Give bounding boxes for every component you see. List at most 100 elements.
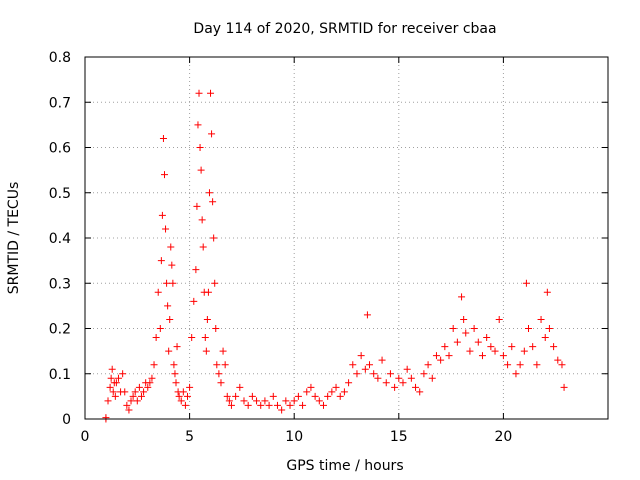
data-point bbox=[449, 325, 457, 332]
data-point bbox=[244, 401, 252, 409]
data-point bbox=[129, 392, 137, 400]
data-point bbox=[195, 89, 203, 97]
data-point bbox=[140, 388, 148, 396]
grid bbox=[85, 57, 608, 419]
data-points bbox=[102, 89, 568, 423]
data-point bbox=[332, 383, 340, 391]
data-point bbox=[165, 347, 173, 355]
data-point bbox=[212, 325, 220, 332]
y-tick-label: 0.7 bbox=[49, 95, 71, 111]
data-point bbox=[164, 302, 172, 310]
data-point bbox=[177, 397, 185, 405]
data-point bbox=[157, 257, 165, 265]
data-point bbox=[219, 347, 227, 355]
data-point bbox=[227, 401, 235, 409]
data-point bbox=[303, 388, 311, 396]
data-point bbox=[512, 370, 520, 378]
data-point bbox=[108, 365, 116, 373]
data-point bbox=[208, 130, 216, 138]
data-point bbox=[407, 374, 415, 382]
data-point bbox=[269, 392, 277, 400]
data-point bbox=[458, 293, 466, 301]
data-point bbox=[340, 388, 348, 396]
data-point bbox=[152, 334, 160, 342]
x-tick-label: 5 bbox=[185, 429, 194, 445]
data-point bbox=[545, 325, 553, 332]
data-point bbox=[181, 401, 189, 409]
data-point bbox=[215, 370, 223, 378]
data-point bbox=[525, 325, 533, 332]
data-point bbox=[112, 379, 120, 387]
data-point bbox=[328, 388, 336, 396]
data-point bbox=[478, 352, 486, 360]
data-point bbox=[470, 325, 478, 332]
data-point bbox=[357, 352, 365, 360]
data-point bbox=[159, 134, 167, 142]
data-point bbox=[167, 243, 175, 251]
data-point bbox=[533, 361, 541, 369]
data-point bbox=[207, 89, 215, 97]
data-point bbox=[248, 392, 256, 400]
data-point bbox=[192, 266, 200, 274]
data-point bbox=[186, 383, 194, 391]
data-point bbox=[158, 211, 166, 219]
data-point bbox=[125, 406, 133, 414]
y-tick-label: 0 bbox=[62, 412, 71, 428]
data-point bbox=[144, 383, 152, 391]
data-point bbox=[199, 243, 207, 251]
y-tick-label: 0.3 bbox=[49, 276, 71, 292]
data-point bbox=[278, 406, 286, 414]
data-point bbox=[520, 347, 528, 355]
data-point bbox=[560, 383, 568, 391]
data-point bbox=[543, 288, 551, 296]
x-tick-label: 20 bbox=[494, 429, 512, 445]
data-point bbox=[204, 288, 212, 296]
data-point bbox=[198, 216, 206, 224]
data-point bbox=[205, 189, 213, 197]
x-axis-label: GPS time / hours bbox=[286, 458, 403, 474]
data-point bbox=[299, 401, 307, 409]
data-point bbox=[273, 401, 281, 409]
data-point bbox=[282, 397, 290, 405]
data-point bbox=[170, 361, 178, 369]
data-point bbox=[202, 347, 210, 355]
data-point bbox=[487, 343, 495, 351]
data-point bbox=[445, 352, 453, 360]
data-point bbox=[156, 325, 164, 332]
data-point bbox=[554, 356, 562, 364]
data-point bbox=[114, 374, 122, 382]
data-point bbox=[378, 356, 386, 364]
data-point bbox=[432, 352, 440, 360]
data-point bbox=[363, 311, 371, 319]
data-point bbox=[232, 392, 240, 400]
data-point bbox=[261, 397, 269, 405]
data-point bbox=[171, 370, 179, 378]
data-point bbox=[102, 414, 110, 422]
data-point bbox=[412, 383, 420, 391]
data-point bbox=[399, 379, 407, 387]
data-point bbox=[311, 392, 319, 400]
data-point bbox=[253, 397, 261, 405]
x-tick-label: 10 bbox=[285, 429, 303, 445]
data-point bbox=[188, 334, 196, 342]
data-point bbox=[366, 361, 374, 369]
data-point bbox=[466, 347, 474, 355]
data-point bbox=[210, 234, 218, 242]
y-tick-label: 0.5 bbox=[49, 186, 71, 202]
data-point bbox=[504, 361, 512, 369]
data-point bbox=[483, 334, 491, 342]
data-point bbox=[529, 343, 537, 351]
data-point bbox=[121, 388, 129, 396]
x-tick-label: 15 bbox=[390, 429, 408, 445]
data-point bbox=[395, 374, 403, 382]
data-point bbox=[441, 343, 449, 351]
data-point bbox=[290, 397, 298, 405]
plot-frame bbox=[84, 56, 609, 420]
data-point bbox=[197, 166, 205, 174]
y-axis-label: SRMTID / TECUs bbox=[6, 182, 22, 295]
data-point bbox=[361, 365, 369, 373]
data-point bbox=[131, 388, 139, 396]
data-point bbox=[184, 392, 192, 400]
data-point bbox=[391, 383, 399, 391]
